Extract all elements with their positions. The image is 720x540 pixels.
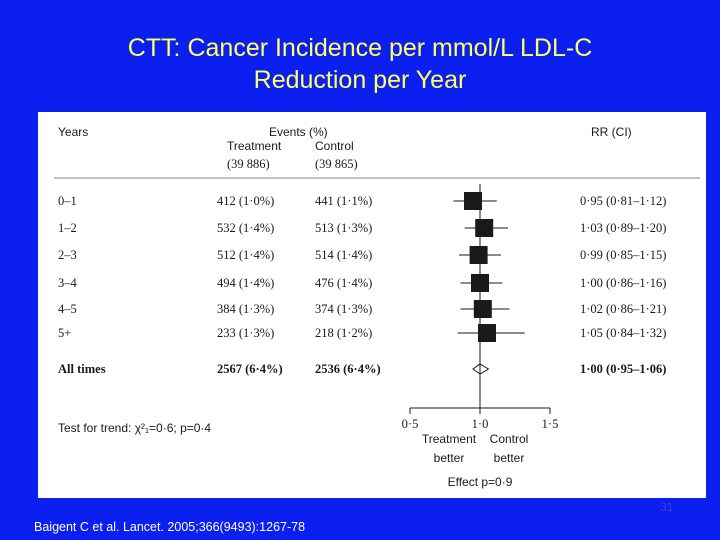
row-label: 1–2 (58, 221, 77, 235)
header-treatment: Treatment (227, 139, 282, 153)
rows-layer: 0–1 412 (1·0%) 441 (1·1%) 0·95 (0·81–1·12) 1… (58, 194, 666, 376)
header-events: Events (%) (269, 125, 328, 139)
point-estimate-square (478, 324, 496, 342)
row-rr-text: 1·00 (0·86–1·16) (580, 276, 666, 290)
effect-p-value: Effect p=0·9 (448, 475, 513, 489)
point-estimate-square (473, 300, 492, 318)
favours-right-label-2: better (494, 451, 525, 465)
header-control-n: (39 865) (315, 157, 358, 171)
x-tick-label: 1·5 (542, 417, 559, 431)
row-control-events: 476 (1·4%) (315, 276, 372, 290)
header-years: Years (58, 125, 88, 139)
row-control-events: 218 (1·2%) (315, 326, 372, 340)
row-control-events: 374 (1·3%) (315, 302, 372, 316)
summary-diamond (472, 363, 490, 375)
favours-right-label: Control (490, 432, 529, 446)
header-control: Control (315, 139, 354, 153)
row-treatment-events: 412 (1·0%) (217, 194, 274, 208)
row-label: 0–1 (58, 194, 77, 208)
row-control-events: 2536 (6·4%) (315, 362, 381, 376)
test-for-trend: Test for trend: χ²₁=0·6; p=0·4 (58, 421, 211, 435)
row-rr-text: 1·05 (0·84–1·32) (580, 326, 666, 340)
citation: Baigent C et al. Lancet. 2005;366(9493):… (34, 520, 306, 534)
favours-left-label-2: better (434, 451, 465, 465)
row-treatment-events: 384 (1·3%) (217, 302, 274, 316)
x-tick-label: 1·0 (472, 417, 489, 431)
row-rr-text: 1·02 (0·86–1·21) (580, 302, 666, 316)
axis-layer: 0·5 1·0 1·5 Treatment better Control better Eff… (402, 184, 559, 489)
row-treatment-events: 494 (1·4%) (217, 276, 274, 290)
row-rr-text: 1·03 (0·89–1·20) (580, 221, 666, 235)
row-label: 3–4 (58, 276, 78, 290)
point-estimate-square (464, 192, 482, 210)
row-treatment-events: 2567 (6·4%) (217, 362, 283, 376)
header-rr: RR (CI) (591, 125, 632, 139)
row-control-events: 441 (1·1%) (315, 194, 372, 208)
row-treatment-events: 233 (1·3%) (217, 326, 274, 340)
row-control-events: 513 (1·3%) (315, 221, 372, 235)
row-rr-text: 1·00 (0·95–1·06) (580, 362, 666, 376)
forest-plot: Years Events (%) Treatment Control (39 8… (54, 125, 700, 489)
slide-number: 31 (660, 500, 674, 514)
row-rr-text: 0·95 (0·81–1·12) (580, 194, 666, 208)
slide-title: CTT: Cancer Incidence per mmol/L LDL-C R… (0, 32, 720, 96)
x-tick-label: 0·5 (402, 417, 419, 431)
row-treatment-events: 532 (1·4%) (217, 221, 274, 235)
row-label: 4–5 (58, 302, 77, 316)
row-treatment-events: 512 (1·4%) (217, 248, 274, 262)
row-label: All times (58, 362, 106, 376)
title-line-2: Reduction per Year (253, 66, 467, 94)
title-line-1: CTT: Cancer Incidence per mmol/L LDL-C (127, 34, 593, 62)
forest-plot-panel: Years Events (%) Treatment Control (39 8… (38, 112, 706, 498)
row-rr-text: 0·99 (0·85–1·15) (580, 248, 666, 262)
row-control-events: 514 (1·4%) (315, 248, 372, 262)
row-label: 5+ (58, 326, 71, 340)
point-estimate-square (469, 246, 488, 264)
point-estimate-square (475, 219, 494, 237)
marks-layer (453, 192, 525, 375)
favours-left-label: Treatment (422, 432, 477, 446)
header-treatment-n: (39 886) (227, 157, 270, 171)
row-label: 2–3 (58, 248, 77, 262)
